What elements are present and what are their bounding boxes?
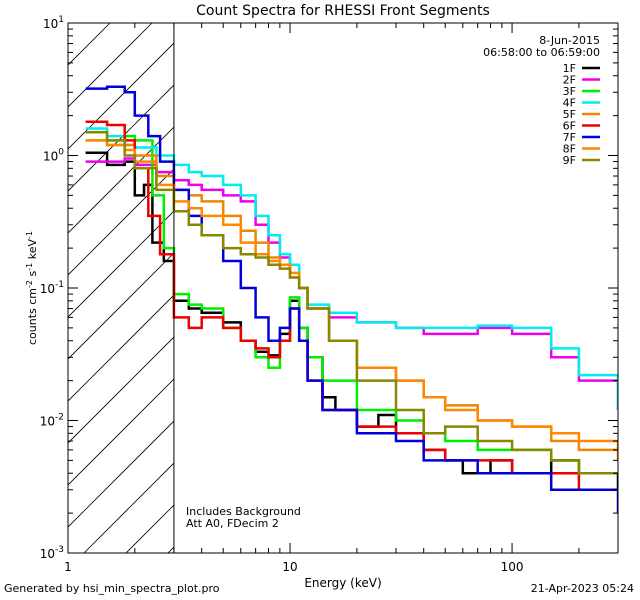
y-label-part: s [26,270,39,279]
legend-label-6F: 6F [563,120,576,133]
y-label-exponent: -1 [25,263,34,271]
y-label-exponent: -1 [25,231,34,239]
series-9F [85,130,618,475]
hatch-line [68,84,174,192]
hatch-line [68,42,174,150]
chart-title: Count Spectra for RHESSI Front Segments [196,3,490,19]
x-tick-label: 1 [64,560,72,574]
y-axis-label: counts cm-2 s-1 keV-1 [25,231,39,345]
legend-label-8F: 8F [563,143,576,156]
time-range-label: 06:58:00 to 06:59:00 [483,46,600,59]
legend-label-7F: 7F [563,131,576,144]
series-8F [85,139,618,450]
y-tick-label: 10-3 [40,545,64,561]
hatch-line [83,462,174,553]
y-tick-label: 10-2 [40,413,64,429]
series-3F [85,134,618,475]
y-tick-label: 10-1 [40,280,64,296]
hatch-line [68,210,174,318]
y-tick-label: 100 [43,148,64,164]
legend-label-3F: 3F [563,85,576,98]
series-7F [85,85,618,514]
legend-label-5F: 5F [563,108,576,121]
timestamp-text: 21-Apr-2023 05:24 [530,582,634,595]
x-tick-label: 100 [501,560,524,574]
x-tick-label: 10 [282,560,297,574]
hatch-line [68,294,174,402]
series-4F [85,127,618,410]
hatch-line [68,252,174,360]
series-6F [85,120,618,492]
hatched-region [68,23,174,553]
legend-label-4F: 4F [563,97,576,110]
y-label-part: counts cm [26,288,39,345]
series-1F [85,151,618,490]
legend-label-2F: 2F [563,74,576,87]
y-label-exponent: -2 [25,280,34,288]
hatch-line [68,420,174,528]
generated-by-text: Generated by hsi_min_spectra_plot.pro [4,582,220,595]
annotation-background: Includes Background [186,505,301,518]
series-2F [85,157,618,410]
series-lines [85,85,618,514]
legend-label-9F: 9F [563,154,576,167]
tick-labels: 1 10 100 101 100 10-1 10-2 10-3 [40,15,524,574]
y-label-part: keV [26,239,39,263]
legend-label-1F: 1F [563,62,576,75]
annotation-attenuator: Att A0, FDecim 2 [186,517,279,530]
y-tick-label: 101 [43,15,64,31]
hatch-line [68,378,174,486]
date-label: 8-Jun-2015 [539,34,600,47]
x-axis-label: Energy (keV) [304,576,381,590]
